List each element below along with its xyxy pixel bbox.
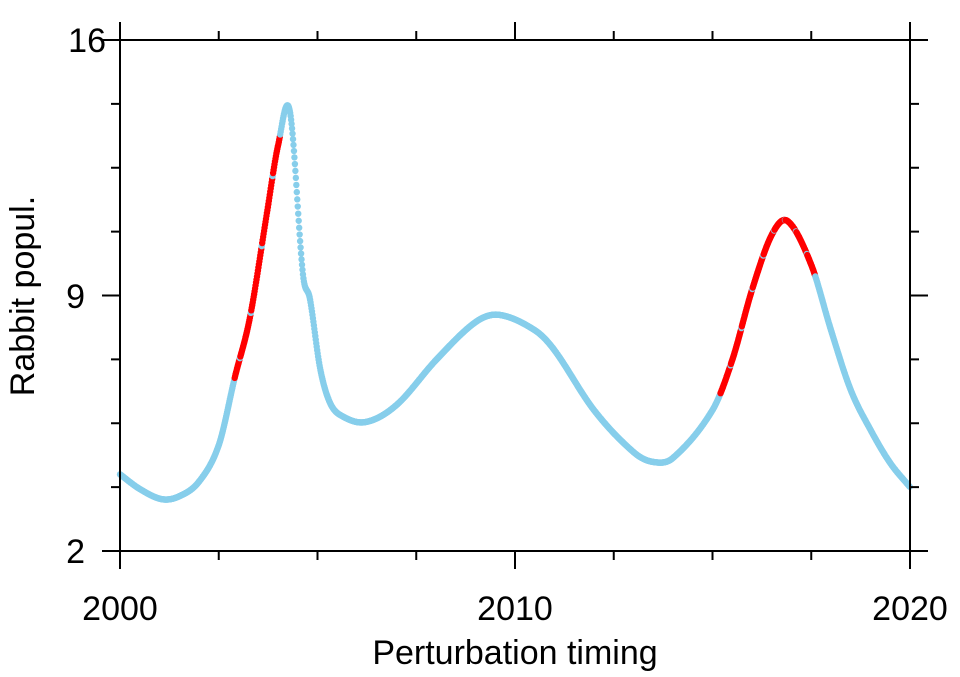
data-point [297,250,305,257]
x-tick-label: 2000 [82,590,158,628]
data-point [290,141,297,149]
data-point [295,217,302,224]
plot-frame [119,39,911,552]
data-point [298,256,305,263]
data-point [288,125,296,132]
data-point [289,135,297,143]
x-tick-label: 2010 [477,590,553,628]
y-tick-label: 2 [66,533,85,571]
data-point [295,210,302,217]
data-point [294,203,301,210]
data-point [294,196,301,203]
data-point [296,231,303,238]
data-point [292,167,299,175]
data-point [288,120,295,128]
data-point [295,224,303,231]
y-axis-label: Rabbit popul. [4,196,42,396]
data-point [293,188,300,196]
y-tick-label: 16 [68,22,106,60]
x-tick-label: 2020 [872,590,948,628]
data-points [116,102,913,503]
axis-ticks [102,22,928,569]
y-tick-label: 9 [66,278,85,316]
data-point [296,237,304,245]
x-axis-label: Perturbation timing [372,634,657,672]
data-point [292,174,300,182]
data-point [291,154,298,161]
data-point [290,147,298,155]
data-point [298,261,306,268]
data-point [297,244,304,251]
data-point [291,160,299,168]
data-point [289,130,296,137]
data-point [293,181,300,189]
